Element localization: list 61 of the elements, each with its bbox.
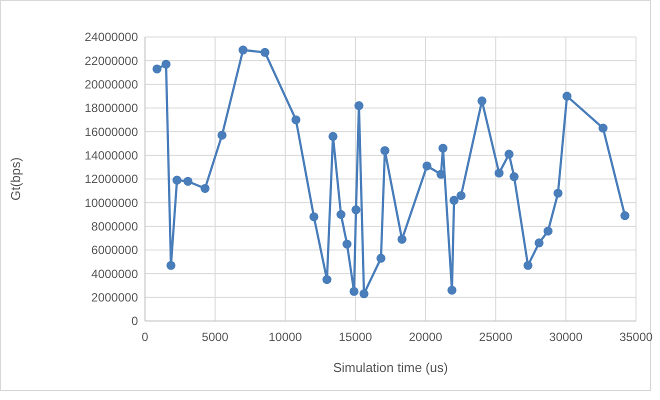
point — [447, 286, 456, 295]
point — [504, 150, 514, 159]
point — [544, 226, 553, 236]
x-axis-title: Simulation time (us) — [333, 360, 448, 375]
point — [342, 240, 352, 249]
point — [328, 132, 338, 141]
y-tick-label: 0 — [131, 314, 138, 328]
point — [166, 260, 176, 270]
y-tick-label: 4000000 — [91, 266, 138, 281]
x-tick-label: 35000 — [619, 330, 654, 344]
x-tick-label: 25000 — [479, 330, 513, 344]
x-tick-label: 5000 — [202, 330, 229, 344]
y-tick-label: 16000000 — [84, 124, 138, 139]
x-tick-label: 20000 — [408, 330, 443, 344]
point — [534, 238, 544, 248]
point — [620, 211, 630, 220]
point — [562, 92, 572, 101]
y-tick-label: 8000000 — [91, 220, 138, 234]
point — [477, 96, 486, 106]
y-tick-label: 2000000 — [91, 290, 138, 305]
point — [162, 60, 171, 69]
point — [450, 196, 459, 205]
x-tick-label: 10000 — [268, 330, 302, 344]
point — [200, 184, 210, 193]
y-tick-label: 14000000 — [84, 148, 138, 163]
point — [354, 101, 364, 110]
y-tick-label: 10000000 — [84, 196, 138, 210]
point — [309, 212, 318, 222]
point — [510, 172, 519, 182]
point — [598, 124, 608, 133]
y-axis-title: Gt(bps) — [8, 157, 23, 201]
y-tick-label: 24000000 — [84, 30, 138, 44]
point — [380, 146, 390, 156]
point — [172, 176, 182, 185]
point — [554, 188, 562, 198]
y-tick-label: 22000000 — [84, 54, 138, 68]
x-tick-label: 15000 — [338, 330, 372, 344]
point — [336, 210, 346, 219]
y-tick-label: 6000000 — [91, 243, 138, 258]
point — [238, 46, 248, 55]
y-tick-label: 12000000 — [84, 172, 138, 186]
point — [456, 191, 466, 200]
point — [218, 130, 227, 140]
point — [322, 275, 332, 284]
x-tick-label: 0 — [142, 330, 149, 344]
point — [291, 115, 300, 124]
y-tick-label: 20000000 — [84, 78, 138, 92]
point — [350, 286, 359, 296]
point — [523, 260, 532, 270]
point — [438, 144, 448, 153]
point — [351, 205, 360, 214]
point — [152, 64, 162, 74]
point — [494, 168, 504, 178]
point — [183, 176, 192, 186]
point — [422, 161, 432, 170]
x-tick-label: 30000 — [549, 330, 583, 344]
point — [260, 48, 270, 57]
y-tick-label: 18000000 — [84, 101, 138, 116]
point — [398, 234, 407, 244]
point — [376, 254, 386, 263]
point — [359, 289, 368, 298]
